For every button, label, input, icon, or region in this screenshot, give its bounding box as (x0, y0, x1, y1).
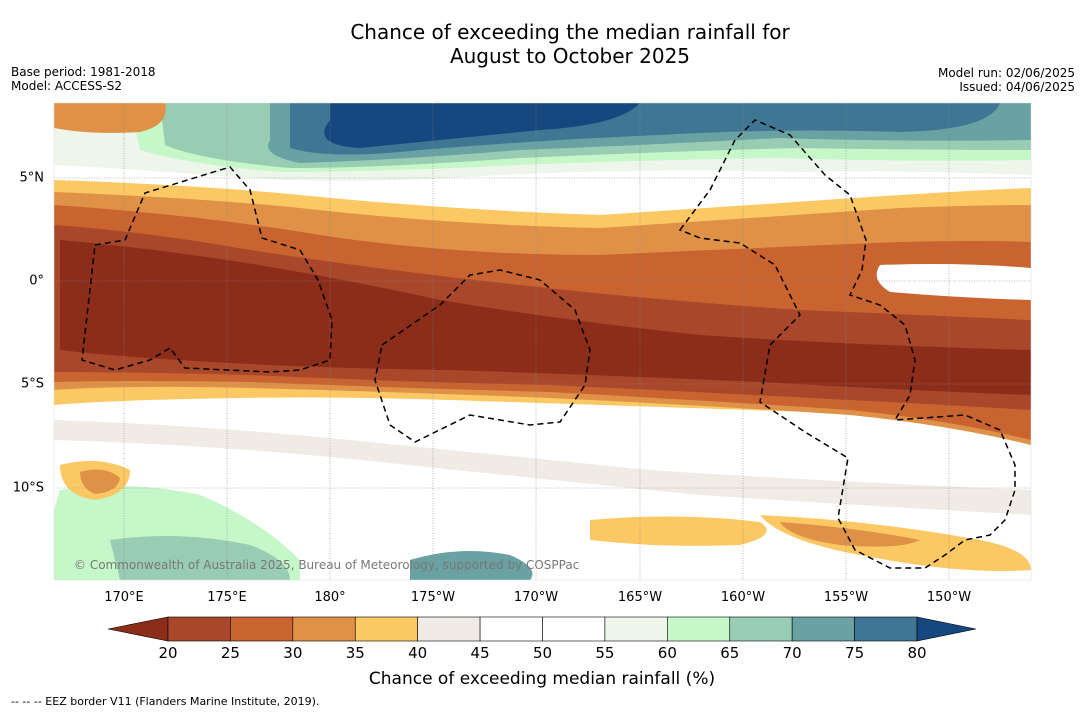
longitude-label: 150°W (926, 590, 972, 605)
longitude-label: 170°E (104, 590, 144, 605)
meta-right: Model run: 02/06/2025 Issued: 04/06/2025 (938, 66, 1075, 94)
zone-east-white (876, 264, 1031, 300)
latitude-label: 0° (29, 273, 44, 289)
colorbar-segment (230, 616, 294, 642)
model-name: Model: ACCESS-S2 (11, 79, 123, 93)
colorbar-segment (542, 616, 606, 642)
colorbar-label: Chance of exceeding median rainfall (%) (368, 669, 716, 689)
colorbar-over-arrow (916, 616, 977, 642)
longitude-label: 160°W (720, 590, 766, 605)
longitude-label: 175°E (207, 590, 247, 605)
longitude-label: 180° (314, 590, 346, 605)
issued-date: Issued: 04/06/2025 (959, 80, 1075, 94)
base-period: Base period: 1981-2018 (11, 65, 156, 79)
copyright-notice: © Commonwealth of Australia 2025, Bureau… (74, 558, 580, 572)
colorbar-tick-label: 25 (220, 644, 240, 662)
colorbar-tick-label: 35 (345, 644, 365, 662)
colorbar-tick-label: 55 (595, 644, 615, 662)
colorbar-tick-label: 50 (532, 644, 553, 662)
colorbar (107, 616, 977, 642)
latitude-label: 5°S (20, 376, 44, 392)
longitude-label: 165°W (617, 590, 663, 605)
title-line-2: August to October 2025 (449, 44, 691, 68)
zone-nw-dry (54, 103, 166, 133)
longitude-label: 155°W (823, 590, 869, 605)
colorbar-tick-label: 80 (907, 644, 927, 662)
zone-south-white (54, 440, 1031, 580)
colorbar-tick-label: 60 (657, 644, 677, 662)
longitude-label: 170°W (513, 590, 559, 605)
colorbar-segment (729, 616, 793, 642)
colorbar-under-arrow (107, 616, 169, 642)
colorbar-segment (854, 616, 918, 642)
meta-left: Base period: 1981-2018 Model: ACCESS-S2 (11, 65, 156, 93)
title-line-1: Chance of exceeding the median rainfall … (350, 20, 790, 44)
colorbar-tick-label: 40 (408, 644, 428, 662)
colorbar-tick-label: 45 (470, 644, 490, 662)
zone-se-orange (780, 522, 920, 547)
colorbar-segment (292, 616, 356, 642)
grid-lines (54, 103, 1031, 580)
latitude-label: 10°S (12, 480, 44, 496)
colorbar-tick-label: 65 (720, 644, 740, 662)
longitude-label: 175°W (410, 590, 456, 605)
rainfall-field (54, 103, 1031, 580)
footer-note: -- -- -- EEZ border V11 (Flanders Marine… (11, 695, 320, 708)
colorbar-tick-label: 20 (158, 644, 178, 662)
colorbar-segment (417, 616, 481, 642)
colorbar-segment (479, 616, 543, 642)
colorbar-tick-label: 30 (283, 644, 303, 662)
colorbar-segment (791, 616, 855, 642)
zone-se-yellow (590, 516, 767, 546)
colorbar-tick-label: 70 (782, 644, 802, 662)
page-title: Chance of exceeding the median rainfall … (0, 20, 1085, 68)
colorbar-segment (604, 616, 668, 642)
zone-south-teal (110, 536, 290, 580)
model-run: Model run: 02/06/2025 (937, 66, 1075, 80)
colorbar-tick-label: 75 (845, 644, 865, 662)
latitude-label: 5°N (19, 170, 45, 186)
zone-eq-darkest (60, 240, 1031, 395)
eez-borders (81, 119, 1016, 569)
colorbar-segment (667, 616, 731, 642)
colorbar-segment (167, 616, 231, 642)
zone-south-blue-patch (410, 551, 533, 580)
zone-north-deepest (324, 103, 640, 148)
colorbar-segment (354, 616, 418, 642)
